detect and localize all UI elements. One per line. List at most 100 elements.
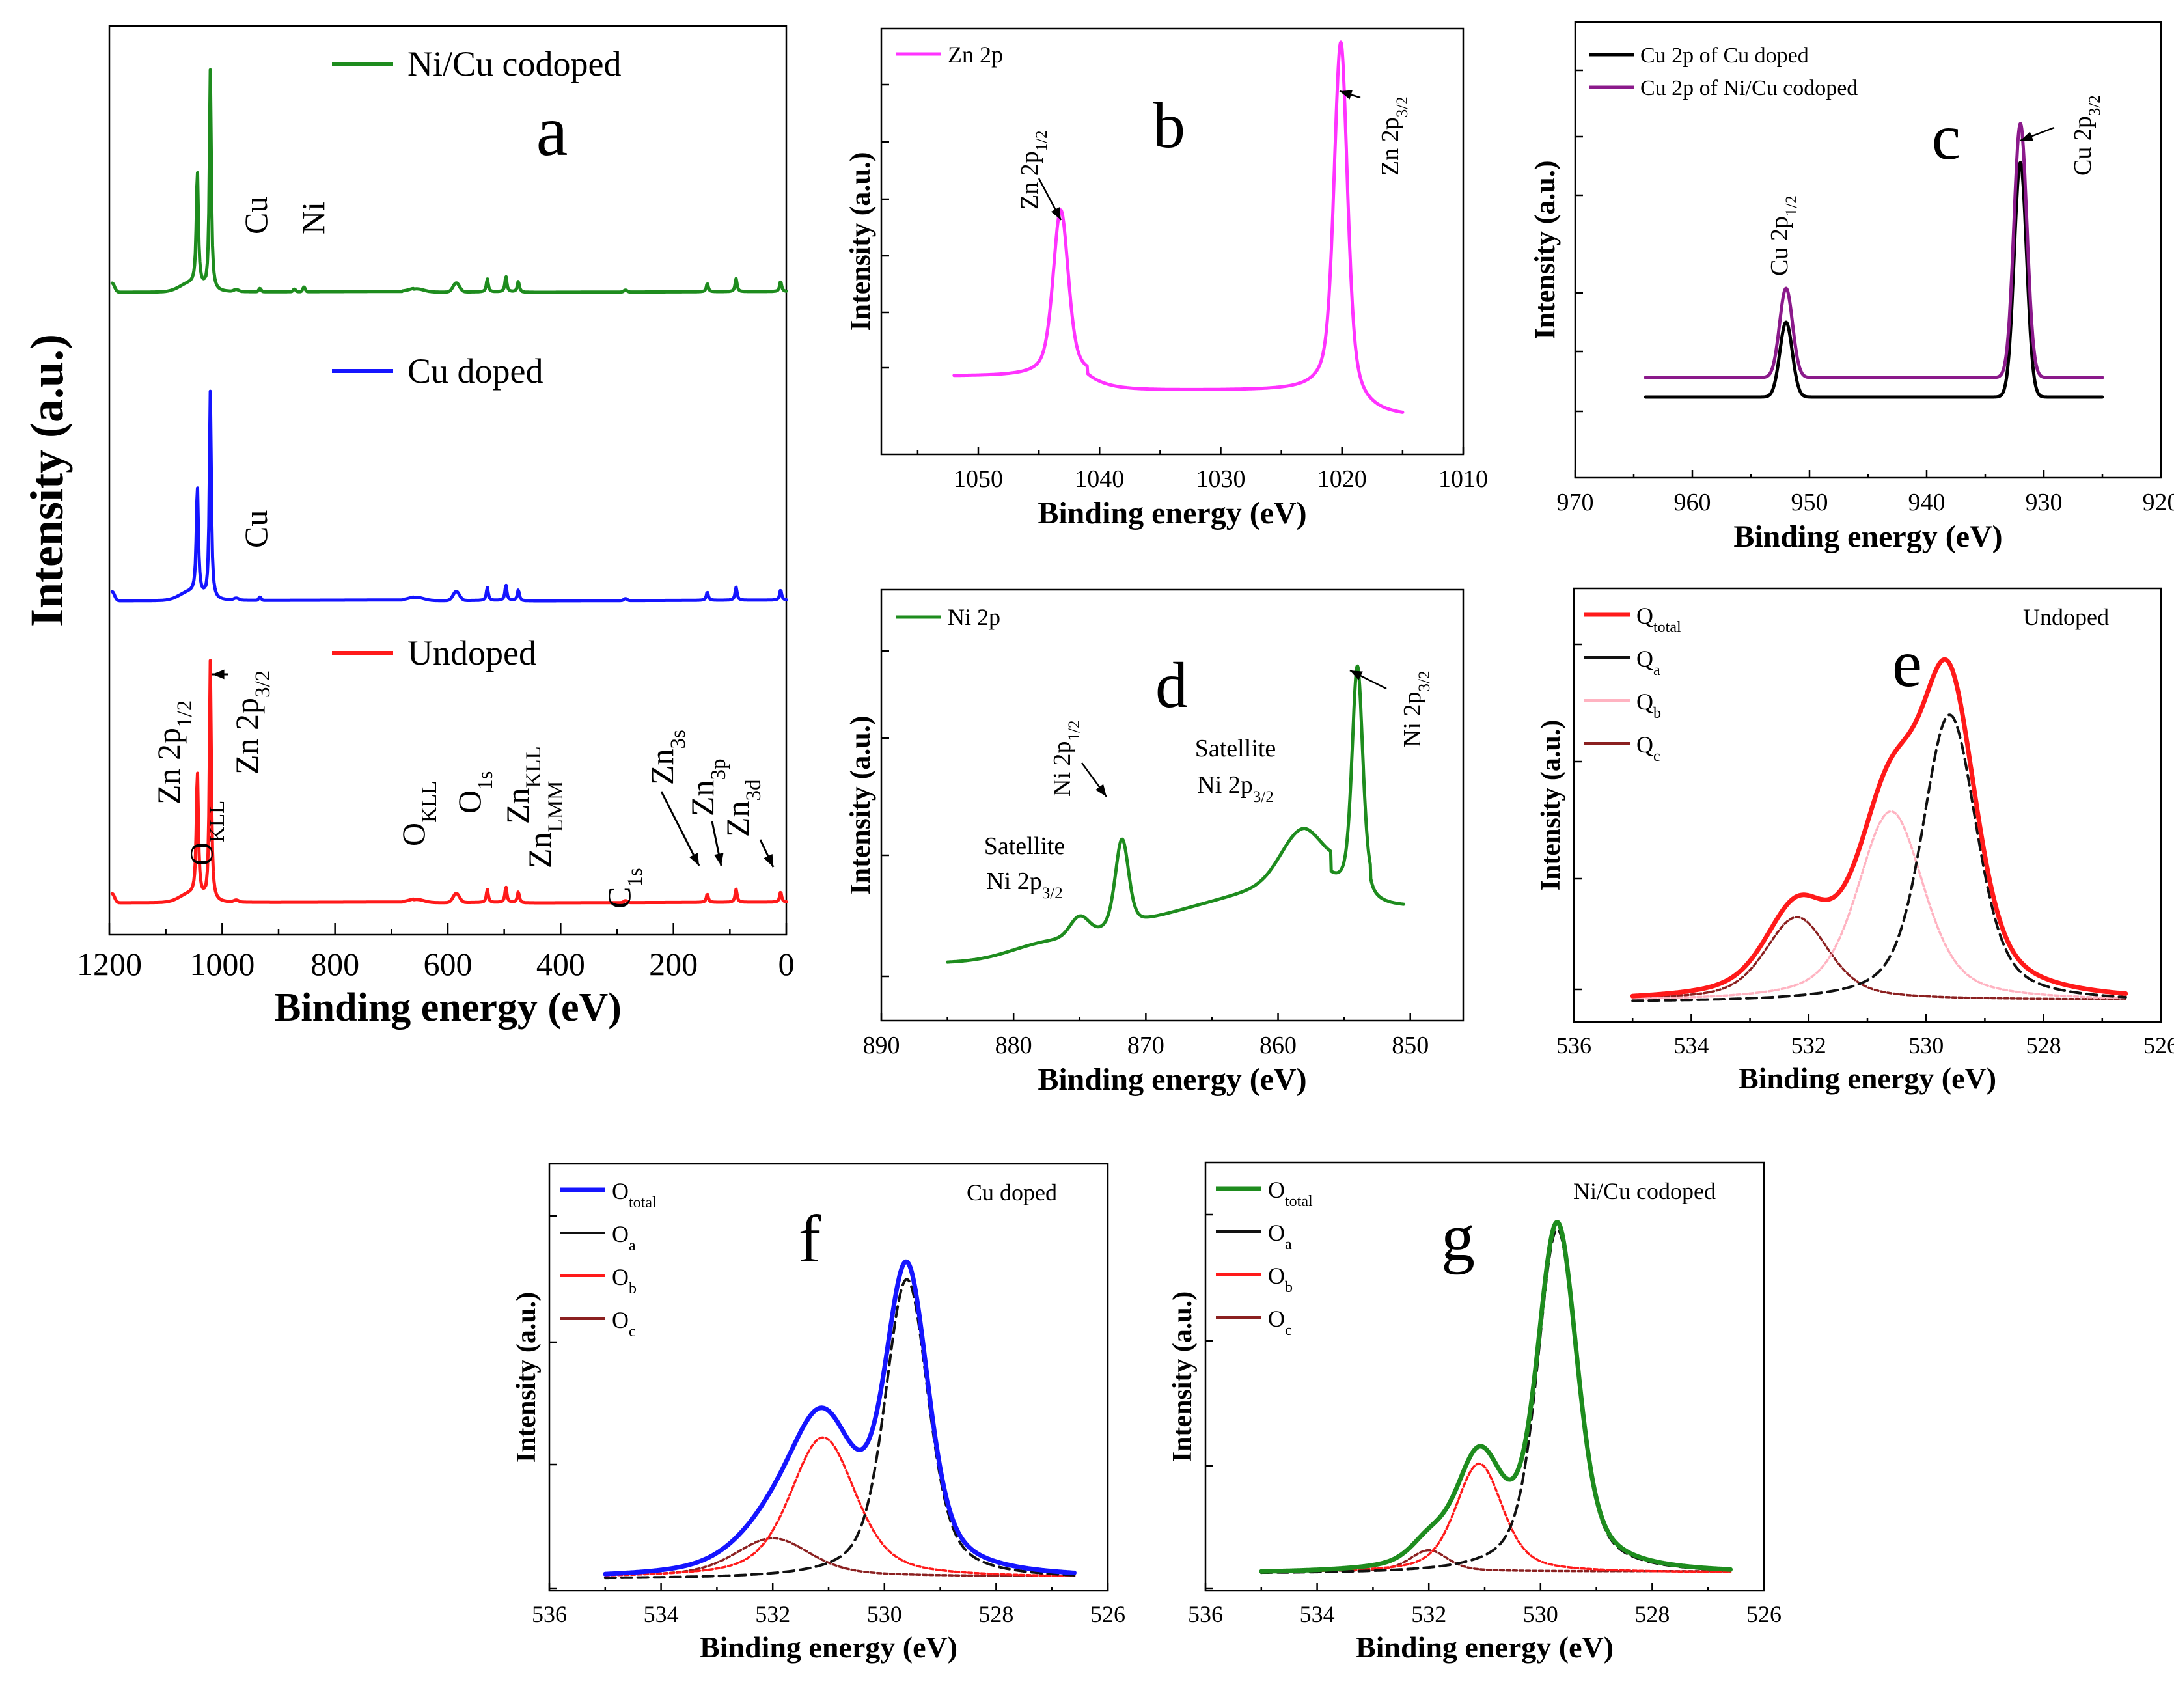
panel-f: 536 534 532 530 528 526 Binding energy (eV) Int… — [512, 1163, 1125, 1664]
legend-label-undoped: Undoped — [407, 633, 536, 672]
codoped-trace — [110, 68, 788, 294]
undoped-trace — [110, 659, 788, 905]
peak-label: C1s — [601, 868, 647, 909]
peak-label: ZnLMM — [521, 781, 568, 868]
x-tick-label: 534 — [1673, 1032, 1709, 1058]
panel-title: Cu doped — [967, 1179, 1057, 1205]
peak-label: Ni 2p1/2 — [1049, 721, 1083, 797]
y-axis-label: Intensity (a.u.) — [21, 334, 73, 627]
x-tick-label: 526 — [2143, 1032, 2174, 1058]
total-envelope — [1630, 657, 2128, 999]
x-tick-label: 1000 — [189, 946, 255, 982]
plot-frame — [548, 1163, 1109, 1592]
total-envelope — [603, 1259, 1077, 1577]
x-tick-label: 600 — [424, 946, 473, 982]
peak-label: Satellite — [984, 833, 1066, 860]
peak-label: ZnKLL — [499, 746, 545, 824]
peak-label: Ni 2p3/2 — [1399, 671, 1433, 747]
component-b — [1260, 1462, 1732, 1573]
legend-label-2: Cu 2p of Ni/Cu codoped — [1640, 76, 1858, 100]
panel-g: 536 534 532 530 528 526 Binding energy (eV) Int… — [1168, 1161, 1782, 1664]
x-axis-label: Binding energy (eV) — [700, 1631, 957, 1664]
peak-label: Satellite — [1195, 735, 1276, 762]
peak-label: Zn 2p3/2 — [1377, 96, 1411, 176]
x-tick-label: 880 — [995, 1032, 1032, 1059]
peak-label: Cu 2p3/2 — [2069, 95, 2104, 176]
peak-label: Zn 2p1/2 — [150, 700, 197, 805]
x-tick-label: 970 — [1557, 489, 1594, 516]
panel-title: Ni/Cu codoped — [1573, 1178, 1716, 1204]
y-axis-label: Intensity (a.u.) — [844, 715, 876, 894]
component-a — [603, 1278, 1076, 1580]
x-tick-label: 960 — [1674, 489, 1711, 516]
x-tick-label: 534 — [1300, 1601, 1335, 1627]
peak-label: Zn 2p1/2 — [1016, 130, 1051, 210]
y-axis-label: Intensity (a.u.) — [1536, 720, 1566, 891]
legend-label-1: Cu 2p of Cu doped — [1640, 44, 1809, 68]
panel-label: f — [799, 1202, 821, 1276]
x-axis-label: Binding energy (eV) — [1356, 1631, 1614, 1664]
x-tick-label: 532 — [1791, 1032, 1826, 1058]
x-axis-label: Binding energy (eV) — [1739, 1062, 1996, 1095]
peak-label: Zn 2p3/2 — [228, 670, 275, 775]
x-tick-label: 528 — [2026, 1032, 2061, 1058]
plot-frame — [1573, 587, 2162, 1023]
x-tick-label: 0 — [778, 946, 795, 982]
x-axis-label: Binding energy (eV) — [1038, 496, 1306, 530]
codoped-trace — [1644, 122, 2104, 379]
peak-label: Zn3p — [684, 758, 730, 816]
legend-label: Ototal — [612, 1178, 657, 1211]
panel-c: 970 960 950 940 930 920 Binding energy (eV) Int… — [1529, 21, 2174, 554]
arrow-zn2p32 — [1339, 90, 1361, 100]
peak-label: Zn3s — [644, 730, 690, 785]
x-tick-label: 200 — [649, 946, 698, 982]
plot-frame — [880, 588, 1465, 1022]
legend-label: Oc — [1268, 1306, 1292, 1339]
legend-label: Oc — [612, 1307, 636, 1340]
y-axis-label: Intensity (a.u.) — [512, 1292, 542, 1463]
x-tick-label: 1010 — [1438, 465, 1488, 493]
component-c — [1631, 916, 2127, 1000]
legend-label: Ob — [612, 1264, 637, 1297]
component-a — [1259, 1228, 1732, 1575]
x-tick-label: 400 — [536, 946, 585, 982]
panel-label: e — [1892, 626, 1922, 701]
arrow-zn2p32 — [212, 669, 228, 680]
panel-label: d — [1155, 649, 1188, 721]
plot-frame — [1204, 1161, 1765, 1592]
x-tick-label: 950 — [1791, 489, 1828, 516]
x-tick-label: 850 — [1392, 1032, 1429, 1059]
x-axis-label: Binding energy (eV) — [1733, 519, 2002, 554]
total-envelope — [1259, 1220, 1733, 1574]
arrow-cu2p32 — [2020, 126, 2055, 142]
peak-label: Cu — [238, 197, 274, 234]
x-tick-label: 536 — [1188, 1601, 1223, 1627]
panel-d: 890 880 870 860 850 Binding energy (eV) Intens… — [844, 588, 1465, 1097]
x-tick-label: 526 — [1746, 1601, 1782, 1627]
cu-doped-trace — [110, 389, 788, 603]
x-tick-label: 1020 — [1317, 465, 1367, 493]
legend-label: Ni 2p — [948, 604, 1000, 630]
cu-doped-trace — [1644, 161, 2104, 399]
x-tick-label: 532 — [755, 1601, 790, 1627]
legend-label: Oa — [1268, 1220, 1292, 1253]
ni2p-trace — [946, 664, 1406, 964]
peak-label: Cu — [238, 510, 274, 548]
panel-label: b — [1153, 89, 1185, 161]
y-axis-label: Intensity (a.u.) — [1529, 160, 1561, 339]
x-tick-label: 800 — [310, 946, 359, 982]
arrow-zn3p — [711, 821, 724, 866]
component-a — [1631, 713, 2127, 1002]
legend-label: Ob — [1268, 1263, 1293, 1296]
peak-label: O1s — [451, 771, 497, 814]
x-tick-label: 940 — [1908, 489, 1946, 516]
arrow-ni2p12 — [1080, 762, 1108, 797]
peak-label: Ni — [295, 202, 331, 234]
peak-label: Zn3d — [719, 779, 765, 837]
arrow-zn3s — [660, 791, 700, 866]
panel-label: g — [1441, 1200, 1475, 1275]
panel-title: Undoped — [2023, 604, 2109, 630]
plot-frame — [880, 27, 1465, 456]
legend-label: Zn 2p — [948, 42, 1003, 68]
